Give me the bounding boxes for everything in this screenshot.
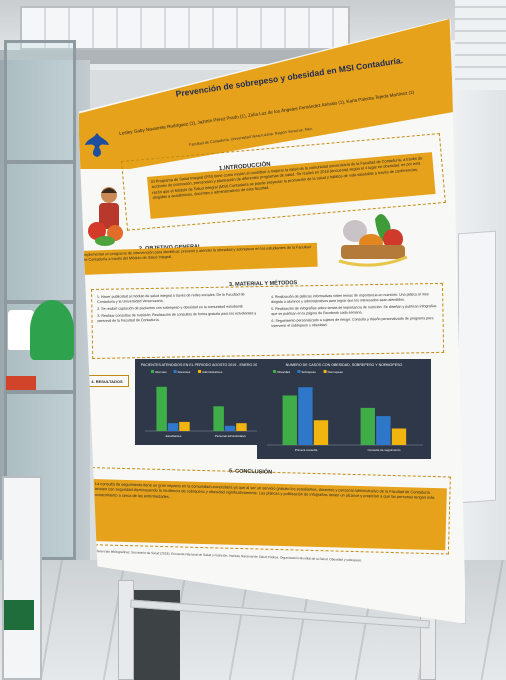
chart-bar [224, 425, 236, 431]
legend-swatch [198, 370, 201, 373]
chart-bar [179, 421, 190, 431]
method-item: 4. Realización de pláticas informativas … [271, 292, 429, 305]
weight-cases-chart-svg: NUMERO DE CASOS CON OBESIDAD, SOBREPESO … [267, 363, 423, 452]
chart-bar [391, 428, 407, 445]
legend-swatch [173, 370, 177, 373]
legend-label: Normopeso [328, 370, 344, 374]
white-shirt [8, 310, 34, 350]
chart-bar [156, 386, 167, 431]
patients-attended-chart: PACIENTES ATENDIDOS EN EL PERIODO AGOSTO… [135, 359, 267, 445]
patients-attended-chart-svg: PACIENTES ATENDIDOS EN EL PERIODO AGOSTO… [141, 363, 262, 438]
legend-swatch [151, 370, 154, 373]
category-label: Estudiantes [166, 434, 182, 438]
legend-swatch [323, 370, 327, 373]
vegetables-basket-illustration [338, 214, 408, 267]
method-item: 6. Seguimiento personalizado a sujetos d… [271, 316, 434, 329]
legend-swatch [297, 370, 301, 373]
method-item: 5. Realización de infografías sobre tema… [271, 304, 437, 317]
methods-right-column: 4. Realización de pláticas informativas … [271, 292, 438, 331]
methods-left-column: 1. Hacer publicidad al módulo de salud i… [97, 292, 264, 326]
chart-bar [313, 420, 329, 445]
chart-bar [282, 395, 297, 445]
chart-bar [236, 423, 247, 431]
chart-bar [376, 416, 391, 445]
legend-label: Obesidad [277, 370, 290, 374]
legend-label: Sobrepeso [301, 370, 316, 374]
chart-bar [167, 423, 179, 431]
category-label: Personal administrativo [215, 434, 247, 438]
red-item [6, 376, 36, 390]
weight-cases-chart: NUMERO DE CASOS CON OBESIDAD, SOBREPESO … [257, 359, 431, 459]
results-heading: 4. RESULTADOS [85, 375, 129, 387]
research-poster: Prevención de sobrepeso y obesidad en MS… [78, 18, 466, 624]
conclusion-heading: 5. CONCLUSIÓN [228, 468, 273, 476]
category-label: Consulta de seguimiento [367, 448, 400, 452]
category-label: Primera consulta [295, 448, 318, 452]
right-window-blinds [455, 0, 506, 90]
legend-label: Docentes [178, 370, 191, 374]
chart-bar [298, 387, 313, 445]
glass-shelf [6, 390, 74, 394]
green-hat [30, 300, 74, 360]
glass-shelf [6, 160, 74, 164]
easel-leg [118, 580, 134, 680]
green-item [4, 600, 34, 630]
university-logo [85, 133, 109, 157]
legend-label: Administrativos [202, 370, 223, 374]
chart-title: PACIENTES ATENDIDOS EN EL PERIODO AGOSTO… [141, 363, 262, 367]
white-table [2, 476, 42, 680]
nutritionist-illustration [88, 187, 123, 246]
chart-bar [360, 407, 375, 445]
glass-shelf [6, 300, 74, 304]
chart-title: NUMERO DE CASOS CON OBESIDAD, SOBREPESO … [286, 363, 403, 367]
right-display-board [458, 230, 496, 504]
chart-bar [213, 406, 224, 431]
legend-swatch [273, 370, 276, 373]
method-item: 3. Realizar consultas de nutrición: Real… [97, 311, 257, 324]
method-item: 1. Hacer publicidad al módulo de salud i… [97, 292, 245, 305]
legend-label: Alumnos [155, 370, 167, 374]
